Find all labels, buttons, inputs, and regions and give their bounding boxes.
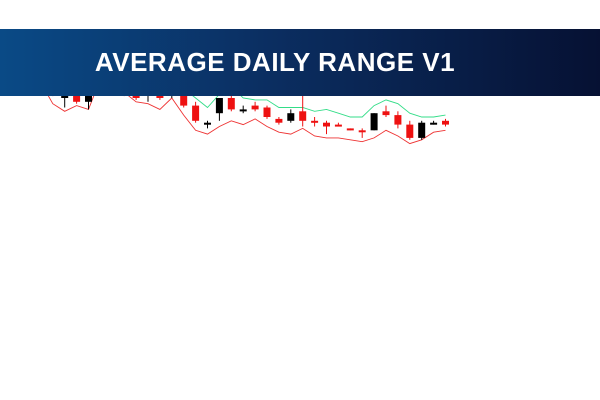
- title-banner: AVERAGE DAILY RANGE V1: [0, 29, 600, 96]
- candle: [334, 122, 342, 127]
- candle: [323, 120, 330, 135]
- candle-body: [418, 122, 426, 138]
- candle: [287, 109, 295, 123]
- candle-body: [299, 111, 307, 121]
- candle-body: [323, 122, 330, 127]
- candle-body: [358, 130, 366, 133]
- candle: [192, 101, 200, 123]
- candle-body: [263, 107, 271, 117]
- candle-body: [239, 109, 247, 112]
- candle-body: [204, 122, 211, 125]
- candle-body: [430, 122, 438, 125]
- candle: [442, 118, 449, 127]
- indicator-title: AVERAGE DAILY RANGE V1: [94, 47, 456, 77]
- candle-body: [192, 105, 200, 121]
- candle-body: [275, 118, 283, 123]
- candle-body: [370, 113, 378, 131]
- candle: [418, 120, 426, 140]
- candle-body: [334, 124, 342, 127]
- candle-body: [215, 98, 223, 114]
- candle-body: [382, 111, 390, 116]
- candle: [275, 117, 283, 125]
- candle: [430, 120, 438, 125]
- candle: [311, 117, 319, 127]
- candle: [239, 105, 247, 114]
- candle-body: [406, 124, 414, 138]
- candle: [251, 101, 259, 112]
- candle-body: [251, 105, 259, 110]
- candle: [382, 105, 390, 117]
- candle: [358, 128, 366, 138]
- candle: [227, 94, 235, 112]
- candle: [263, 105, 271, 119]
- candle: [346, 128, 354, 131]
- candle-body: [394, 115, 402, 125]
- candle: [406, 120, 414, 140]
- candle: [370, 113, 378, 131]
- candle: [394, 111, 402, 129]
- candle: [204, 120, 211, 129]
- candle-body: [442, 120, 449, 125]
- candle-body: [287, 113, 295, 121]
- candle-body: [346, 128, 354, 131]
- candle-body: [311, 120, 319, 123]
- candle: [215, 98, 223, 121]
- candle-body: [227, 98, 235, 110]
